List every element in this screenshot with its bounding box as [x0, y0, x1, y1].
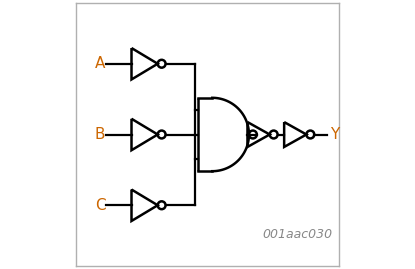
Text: Y: Y	[330, 127, 339, 142]
Text: 001aac030: 001aac030	[263, 228, 333, 240]
Text: A: A	[95, 56, 105, 71]
Text: B: B	[95, 127, 105, 142]
Text: C: C	[95, 198, 105, 213]
